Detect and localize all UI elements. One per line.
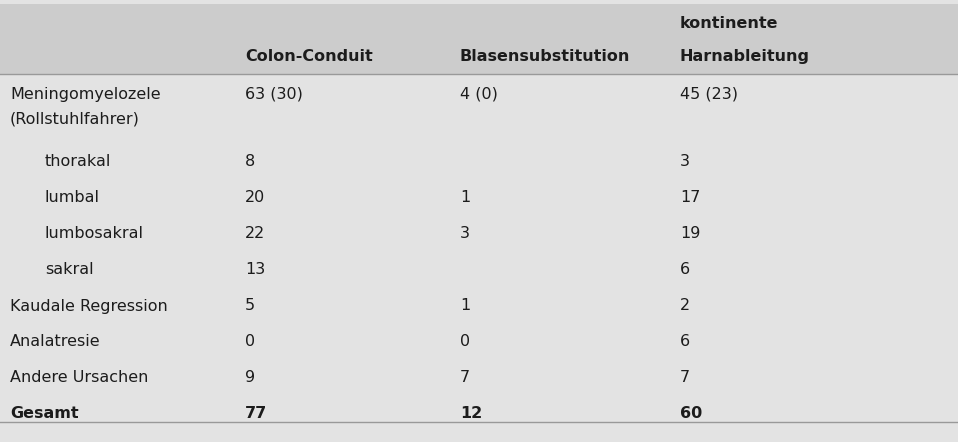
Text: 12: 12 <box>460 407 482 422</box>
Text: 9: 9 <box>245 370 255 385</box>
Text: lumbosakral: lumbosakral <box>45 226 144 241</box>
Text: kontinente: kontinente <box>680 16 779 31</box>
Text: sakral: sakral <box>45 263 94 278</box>
Text: thorakal: thorakal <box>45 155 111 169</box>
Text: Colon-Conduit: Colon-Conduit <box>245 49 373 64</box>
Text: Gesamt: Gesamt <box>10 407 79 422</box>
Text: 20: 20 <box>245 191 265 206</box>
Text: 8: 8 <box>245 155 255 169</box>
Text: 7: 7 <box>460 370 470 385</box>
Text: 6: 6 <box>680 263 690 278</box>
Text: 1: 1 <box>460 298 470 313</box>
Text: Andere Ursachen: Andere Ursachen <box>10 370 148 385</box>
Text: (Rollstuhlfahrer): (Rollstuhlfahrer) <box>10 111 140 126</box>
Text: 3: 3 <box>460 226 470 241</box>
Text: 22: 22 <box>245 226 265 241</box>
Text: 6: 6 <box>680 335 690 350</box>
Text: 7: 7 <box>680 370 690 385</box>
Text: lumbal: lumbal <box>45 191 100 206</box>
Text: 2: 2 <box>680 298 690 313</box>
Bar <box>0 4 958 74</box>
Text: 0: 0 <box>245 335 255 350</box>
Text: Blasensubstitution: Blasensubstitution <box>460 49 630 64</box>
Text: 1: 1 <box>460 191 470 206</box>
Text: Meningomyelozele: Meningomyelozele <box>10 87 161 102</box>
Text: 17: 17 <box>680 191 700 206</box>
Text: 0: 0 <box>460 335 470 350</box>
Text: 60: 60 <box>680 407 702 422</box>
Text: 77: 77 <box>245 407 267 422</box>
Text: 19: 19 <box>680 226 700 241</box>
Text: 45 (23): 45 (23) <box>680 87 738 102</box>
Text: Harnableitung: Harnableitung <box>680 49 810 64</box>
Text: 3: 3 <box>680 155 690 169</box>
Text: Analatresie: Analatresie <box>10 335 101 350</box>
Text: 5: 5 <box>245 298 255 313</box>
Text: 4 (0): 4 (0) <box>460 87 498 102</box>
Text: Kaudale Regression: Kaudale Regression <box>10 298 168 313</box>
Text: 13: 13 <box>245 263 265 278</box>
Text: 63 (30): 63 (30) <box>245 87 303 102</box>
